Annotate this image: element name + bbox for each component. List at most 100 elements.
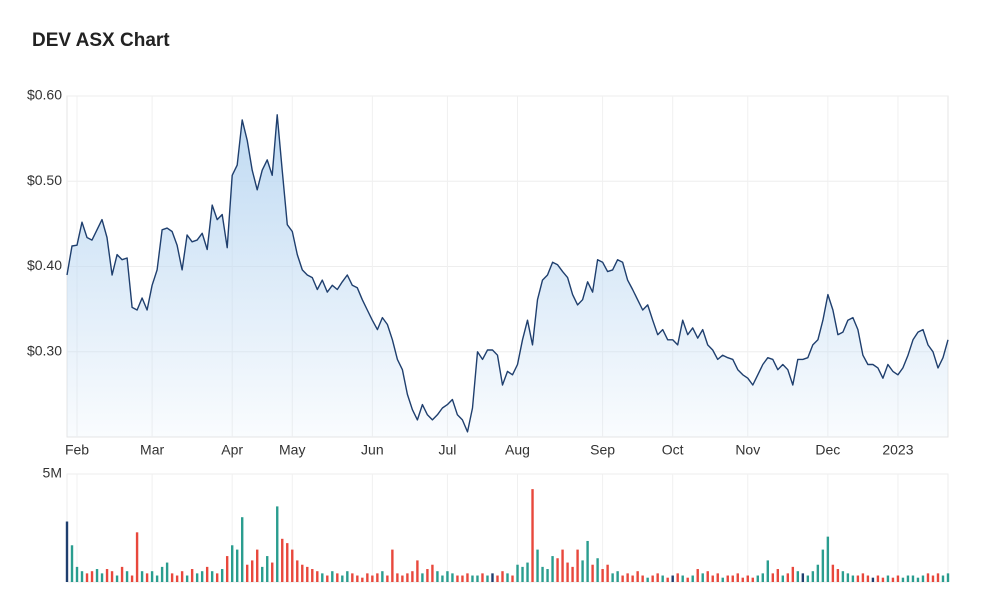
volume-bar: [95, 569, 99, 582]
volume-bar: [240, 517, 244, 582]
volume-bar: [170, 573, 174, 582]
volume-bar: [471, 575, 474, 582]
volume-bar: [696, 569, 699, 582]
volume-bar: [130, 575, 134, 582]
volume-bar: [671, 575, 674, 582]
volume-bar: [926, 573, 930, 582]
volume-bar: [791, 566, 795, 582]
volume-bar: [140, 571, 144, 582]
volume-bar: [801, 573, 805, 582]
volume-bar: [421, 573, 424, 582]
volume-bar: [841, 571, 845, 582]
volume-bar: [836, 569, 840, 582]
volume-bar: [856, 575, 860, 582]
volume-bar: [636, 571, 639, 582]
volume-bar: [366, 573, 369, 582]
volume-bar: [266, 556, 269, 582]
volume-bar: [446, 571, 449, 582]
volume-bar: [756, 575, 759, 582]
y-tick-label: $0.30: [27, 342, 62, 358]
volume-bar: [786, 573, 790, 582]
volume-bar: [811, 571, 815, 582]
volume-bar: [536, 549, 539, 582]
volume-bar: [781, 575, 785, 582]
chart-title: DEV ASX Chart: [32, 30, 170, 51]
volume-bar: [431, 564, 434, 582]
price-area: [67, 114, 948, 438]
volume-bar: [120, 566, 124, 582]
volume-bar: [631, 575, 634, 582]
volume-bar: [376, 573, 379, 582]
volume-bar: [621, 575, 624, 582]
volume-bar: [356, 575, 359, 582]
volume-bar: [541, 566, 544, 582]
volume-bar: [125, 571, 129, 582]
volume-bar: [481, 573, 484, 582]
volume-bar: [456, 575, 459, 582]
volume-bar: [746, 575, 749, 582]
volume-bar: [511, 575, 514, 582]
volume-bar: [251, 560, 254, 582]
volume-bar: [406, 573, 409, 582]
volume-bar: [200, 571, 204, 582]
volume-bar: [70, 545, 74, 582]
volume-bar: [556, 558, 559, 582]
volume-bar: [256, 549, 259, 582]
volume-bar: [190, 569, 194, 582]
volume-bar: [501, 571, 504, 582]
volume-bar: [936, 573, 940, 582]
volume-bar: [160, 566, 164, 582]
volume-bar: [306, 566, 309, 582]
volume-bar: [766, 560, 769, 582]
volume-bar: [85, 573, 89, 582]
volume-bar: [155, 575, 159, 582]
volume-bar: [391, 549, 394, 582]
volume-bar: [946, 573, 950, 582]
y-tick-label: $0.60: [27, 87, 62, 103]
volume-bar: [566, 562, 569, 582]
volume-bar: [551, 556, 554, 582]
volume-bar: [491, 573, 494, 582]
x-tick-label: Dec: [815, 442, 840, 458]
volume-bar: [641, 575, 644, 582]
volume-bar: [175, 575, 179, 582]
x-tick-label: May: [279, 442, 305, 458]
volume-bar: [871, 577, 875, 582]
volume-bar: [861, 573, 865, 582]
volume-bar: [461, 575, 464, 582]
volume-bar: [676, 573, 679, 582]
volume-bar: [336, 573, 339, 582]
volume-bar: [396, 573, 399, 582]
volume-bar: [731, 575, 734, 582]
volume-bar: [346, 571, 349, 582]
volume-bar: [301, 564, 304, 582]
volume-bar: [326, 575, 329, 582]
volume-bar: [436, 571, 439, 582]
volume-bar: [506, 573, 509, 582]
volume-bar: [331, 571, 334, 582]
volume-bar: [601, 569, 604, 582]
volume-bar: [476, 575, 479, 582]
volume-bar: [80, 571, 84, 582]
x-tick-label: Aug: [505, 442, 530, 458]
volume-bar: [165, 562, 169, 582]
volume-bar: [311, 569, 314, 582]
volume-bar: [931, 575, 935, 582]
volume-bar: [896, 575, 900, 582]
volume-bar: [386, 575, 389, 582]
volume-bar: [296, 560, 299, 582]
volume-bar: [215, 573, 219, 582]
volume-bar: [150, 571, 154, 582]
volume-bar: [606, 564, 609, 582]
volume-bar: [726, 575, 729, 582]
volume-bar: [115, 575, 119, 582]
volume-bar: [291, 549, 294, 582]
volume-bar: [521, 566, 524, 582]
volume-bar: [846, 573, 850, 582]
volume-bar: [591, 564, 594, 582]
volume-bar: [411, 571, 414, 582]
volume-bar: [195, 573, 199, 582]
volume-bar: [901, 577, 905, 582]
price-line: [66, 114, 949, 433]
